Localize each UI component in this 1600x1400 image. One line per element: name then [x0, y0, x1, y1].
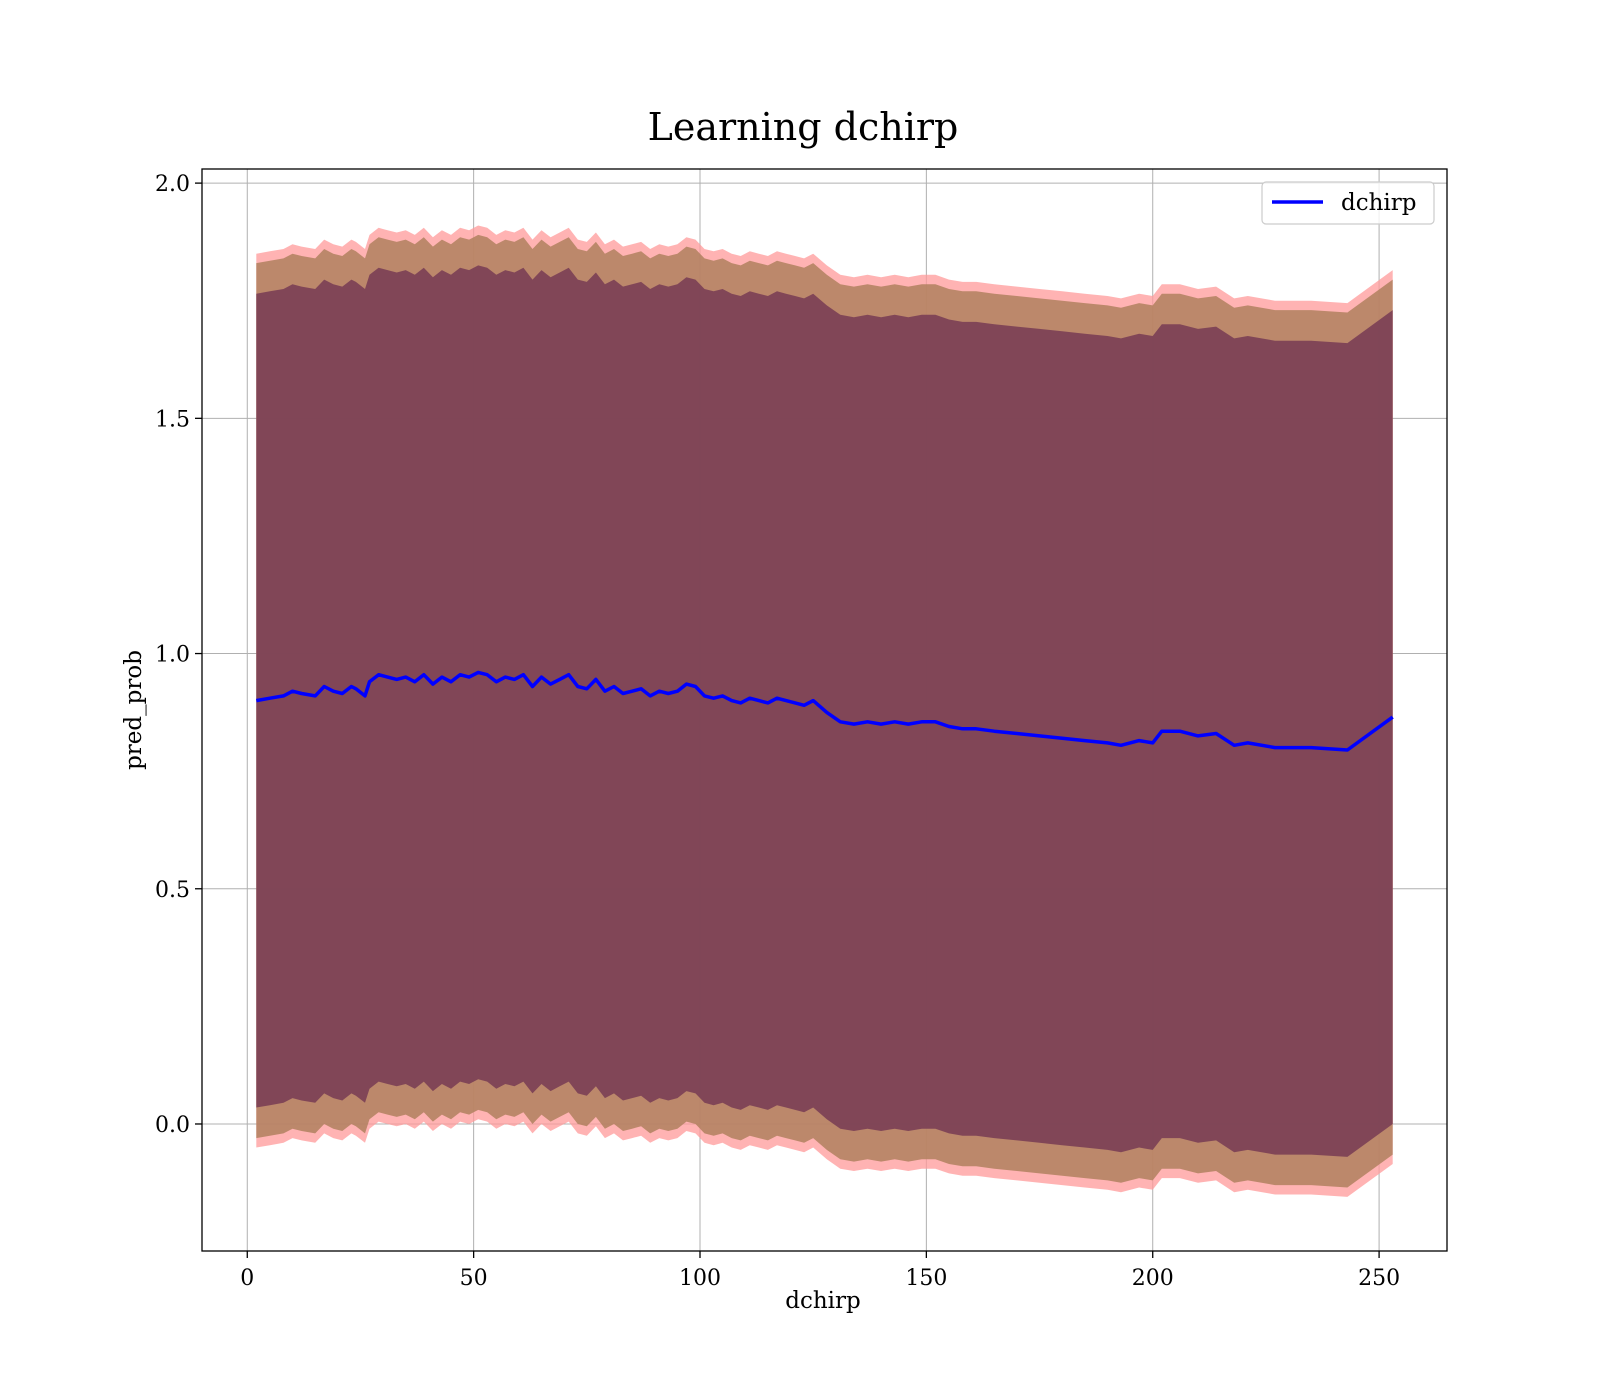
series-lines: [255, 670, 1394, 752]
legend-label: dchirp: [1341, 190, 1417, 216]
y-tick-label: 1.5: [155, 407, 190, 432]
chart-title: Learning dchirp: [648, 105, 959, 149]
x-tick-label: 150: [905, 1266, 947, 1291]
y-tick-label: 2.0: [155, 172, 190, 197]
x-tick-label: 200: [1132, 1266, 1174, 1291]
y-tick-label: 0.0: [155, 1113, 190, 1138]
y-tick-label: 1.0: [155, 643, 190, 668]
y-axis-label: pred_prob: [121, 650, 147, 770]
series-line-dchirp: [255, 670, 1394, 752]
x-axis-label: dchirp: [785, 1288, 861, 1314]
x-axis-ticks: 0 50 100 150 200 250: [240, 1251, 1400, 1291]
plot-frame: [201, 168, 1448, 1252]
y-tick-label: 0.5: [155, 878, 190, 903]
x-tick-label: 100: [679, 1266, 721, 1291]
x-tick-label: 250: [1358, 1266, 1400, 1291]
legend-box: [1261, 181, 1435, 225]
legend: dchirp: [1261, 181, 1435, 225]
x-tick-label: 50: [460, 1266, 488, 1291]
y-axis-ticks: 0.0 0.5 1.0 1.5 2.0: [155, 172, 202, 1138]
x-tick-label: 0: [240, 1266, 254, 1291]
